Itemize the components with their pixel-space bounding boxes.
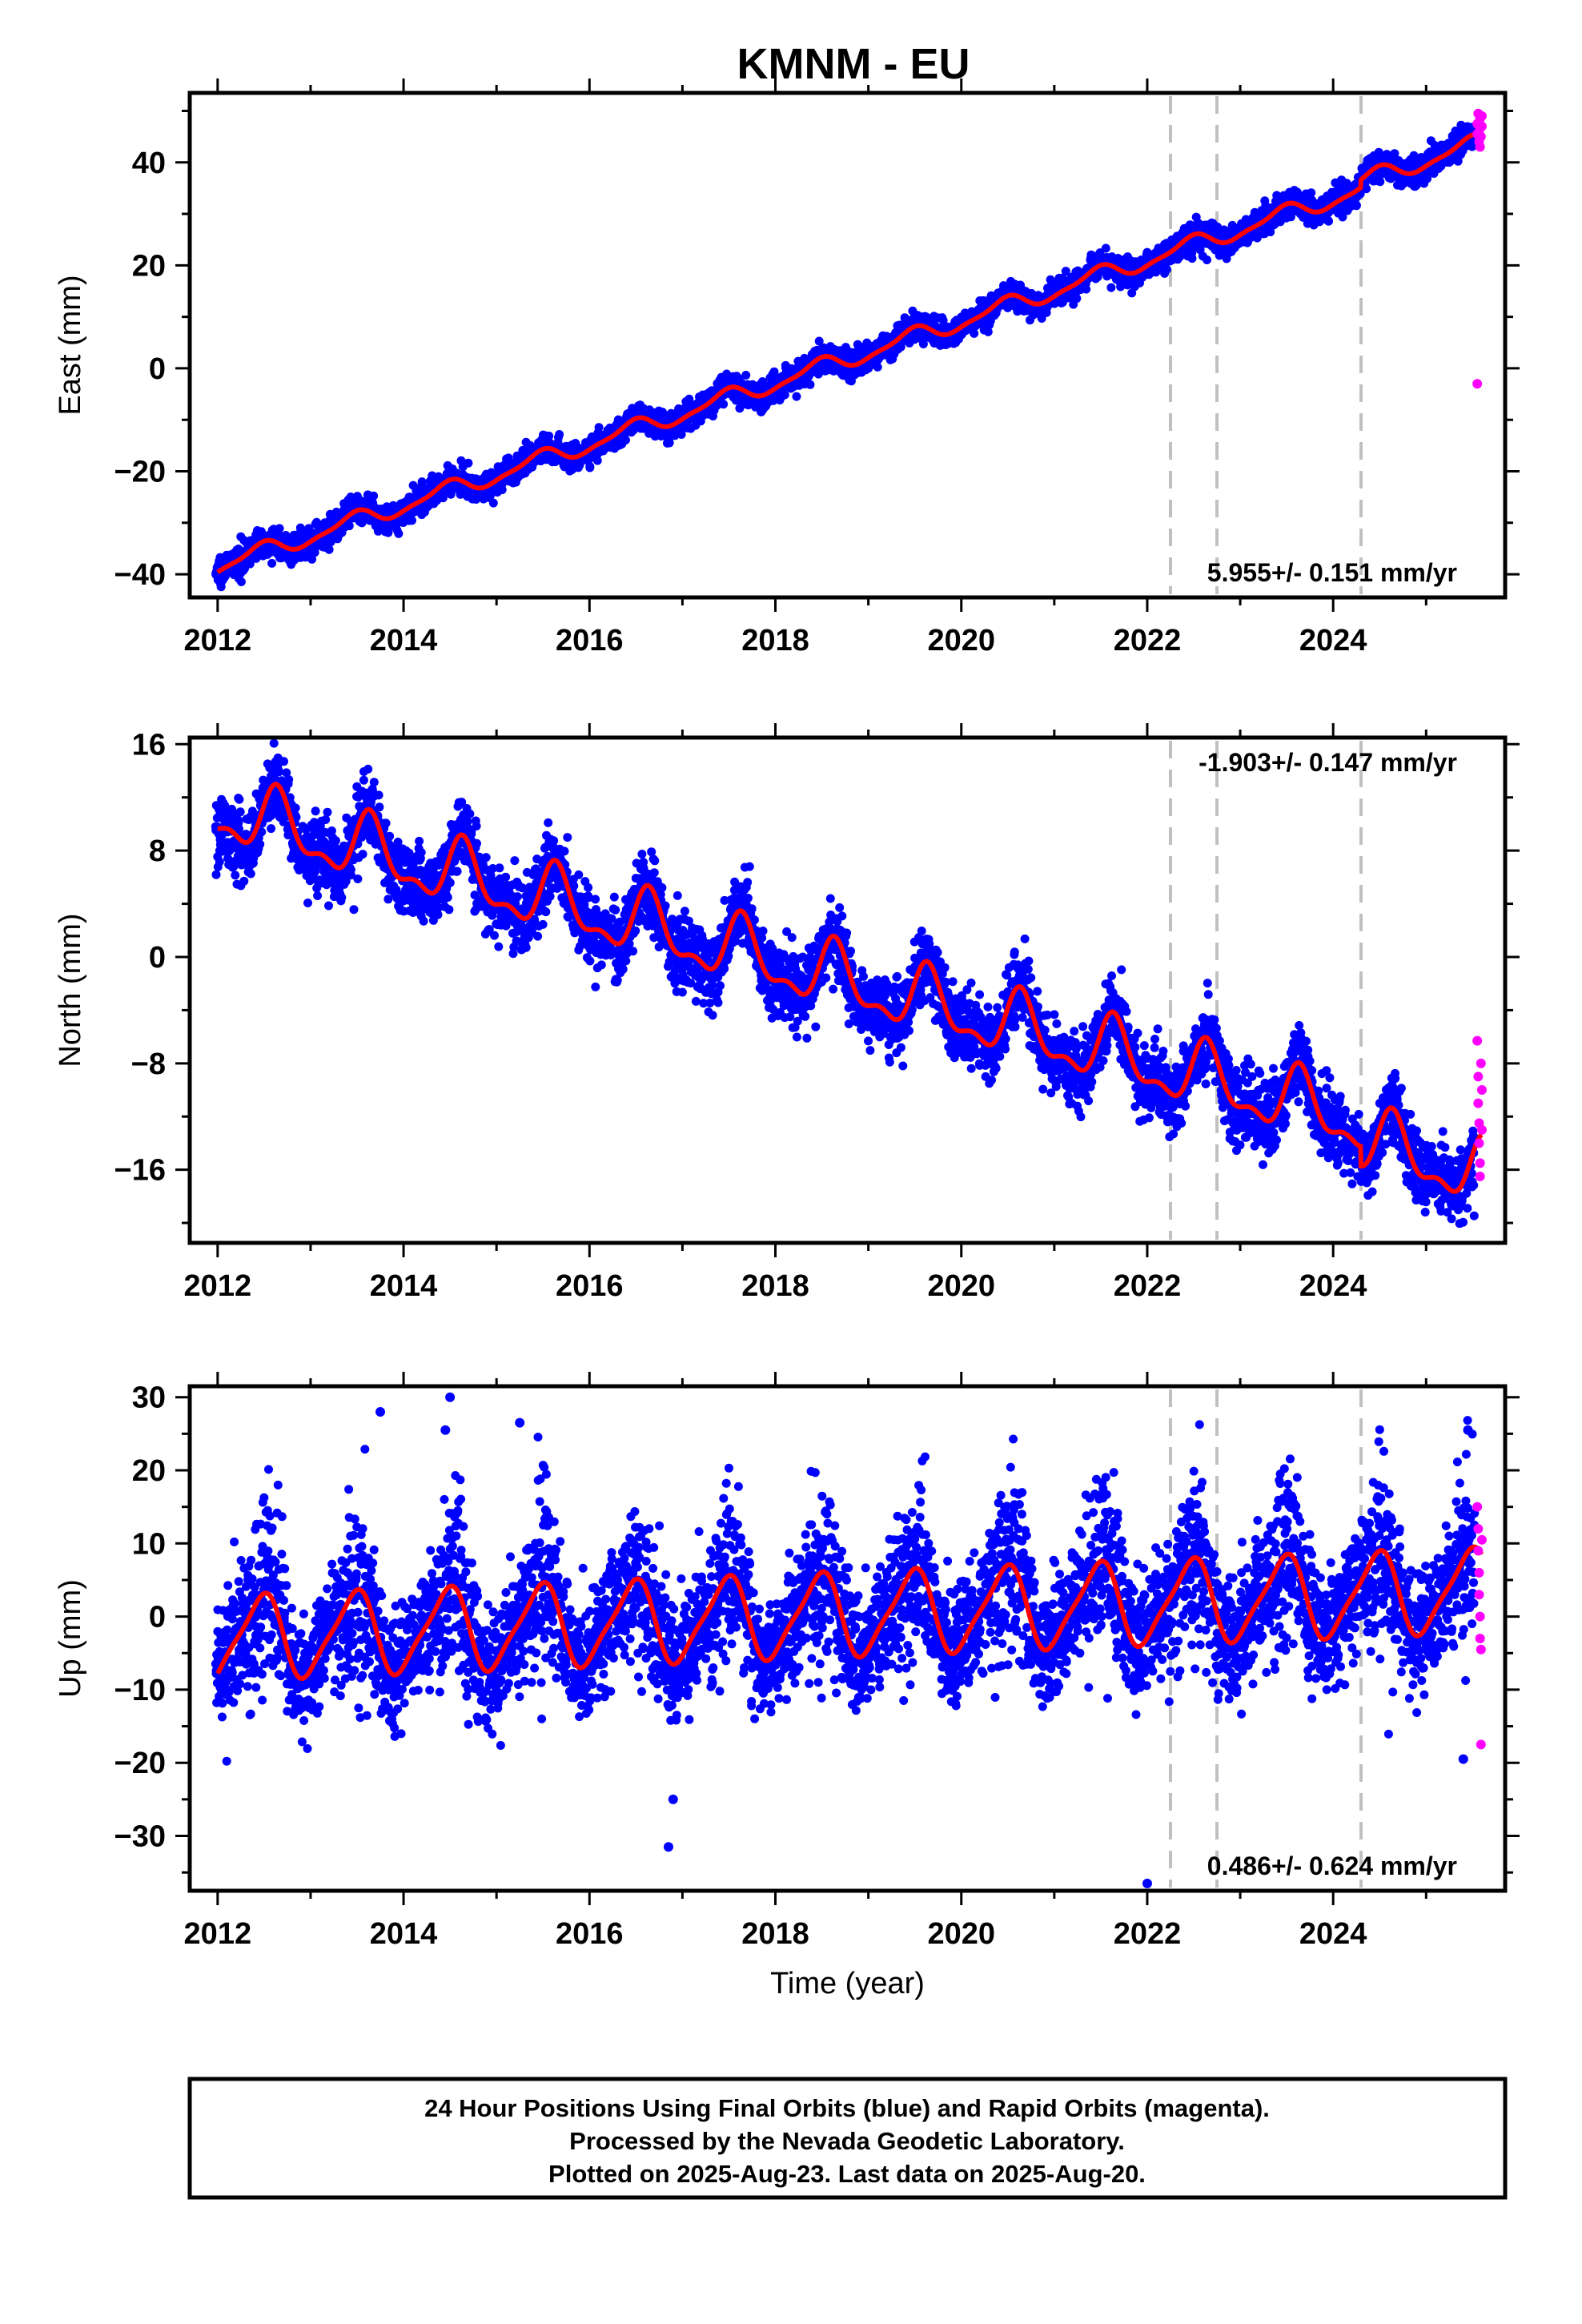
north-panel: 2012 2014 2016 2018 2020 2022 2024−16−80816Nor…	[54, 723, 1520, 1303]
east-x-tick-label: 2018	[741, 624, 809, 657]
east-final-point	[504, 453, 513, 463]
east-rapid-point	[1476, 121, 1487, 131]
east-final-point	[592, 456, 602, 465]
east-final-point	[383, 528, 393, 537]
north-final-point	[211, 870, 221, 879]
east-final-point	[1324, 216, 1333, 226]
east-rapid-point	[1476, 111, 1487, 121]
east-final-point	[488, 498, 498, 508]
east-final-point	[544, 432, 554, 440]
north-final-point	[234, 816, 243, 826]
north-final-point	[239, 876, 249, 886]
east-final-point	[594, 423, 604, 432]
east-final-point	[1203, 255, 1211, 264]
east-final-point	[1106, 283, 1116, 292]
east-x-tick-label: 2014	[370, 624, 438, 657]
east-final-point	[792, 392, 801, 401]
east-final-point	[719, 400, 729, 409]
east-x-tick-label: 2012	[184, 624, 252, 657]
east-final-point	[464, 458, 473, 468]
east-final-point	[1162, 264, 1171, 274]
east-y-tick-label: 20	[132, 249, 166, 283]
east-final-point	[780, 390, 789, 400]
east-panel: 2012 2014 2016 2018 2020 2022 2024 −40 −20 0 20 40 E…	[54, 78, 1520, 657]
east-final-point	[307, 554, 317, 564]
east-final-point	[1187, 254, 1197, 263]
east-final-point	[621, 436, 630, 444]
east-final-point	[805, 380, 815, 389]
east-rate-label: 5.955+/- 0.151 mm/yr	[1207, 558, 1457, 587]
north-final-points	[211, 738, 1479, 1228]
east-final-point	[1082, 284, 1091, 294]
east-x-tick-label: 2016	[556, 624, 624, 657]
east-final-point	[408, 516, 416, 525]
east-final-point	[267, 558, 277, 568]
east-x-tick-label: 2024	[1299, 624, 1367, 657]
east-rapid-point	[1476, 131, 1486, 142]
east-final-point	[741, 371, 751, 380]
east-final-point	[555, 430, 564, 439]
east-final-point	[970, 328, 979, 338]
east-final-point	[1351, 200, 1361, 210]
east-y-axis-label: East (mm)	[54, 275, 87, 415]
east-final-point	[236, 577, 246, 586]
east-final-point	[873, 362, 882, 372]
east-final-point	[369, 491, 379, 501]
north-final-point	[235, 807, 245, 817]
chart-title: KMNM - EU	[737, 40, 970, 88]
east-rapid-point	[1472, 379, 1483, 389]
east-y-tick-label: −40	[114, 558, 166, 592]
east-y-tick-label: 40	[132, 147, 166, 180]
east-final-point	[275, 524, 284, 533]
east-y-tick-label: −20	[114, 456, 166, 489]
east-final-point	[1101, 243, 1110, 253]
east-final-points	[211, 120, 1480, 592]
east-final-point	[310, 548, 319, 557]
east-final-point	[344, 521, 354, 531]
east-final-point	[324, 545, 334, 554]
east-x-tick-label: 2020	[927, 624, 995, 657]
east-final-point	[394, 529, 404, 538]
east-final-point	[485, 491, 495, 501]
north-final-point	[231, 870, 240, 880]
east-rapid-point	[1475, 142, 1485, 152]
east-y-tick-label: 0	[149, 352, 166, 386]
east-final-point	[1362, 184, 1371, 194]
north-final-point	[235, 794, 244, 804]
east-x-tick-label: 2022	[1114, 624, 1182, 657]
east-final-point	[1375, 177, 1385, 187]
north-final-point	[215, 857, 224, 866]
east-final-point	[585, 463, 595, 472]
